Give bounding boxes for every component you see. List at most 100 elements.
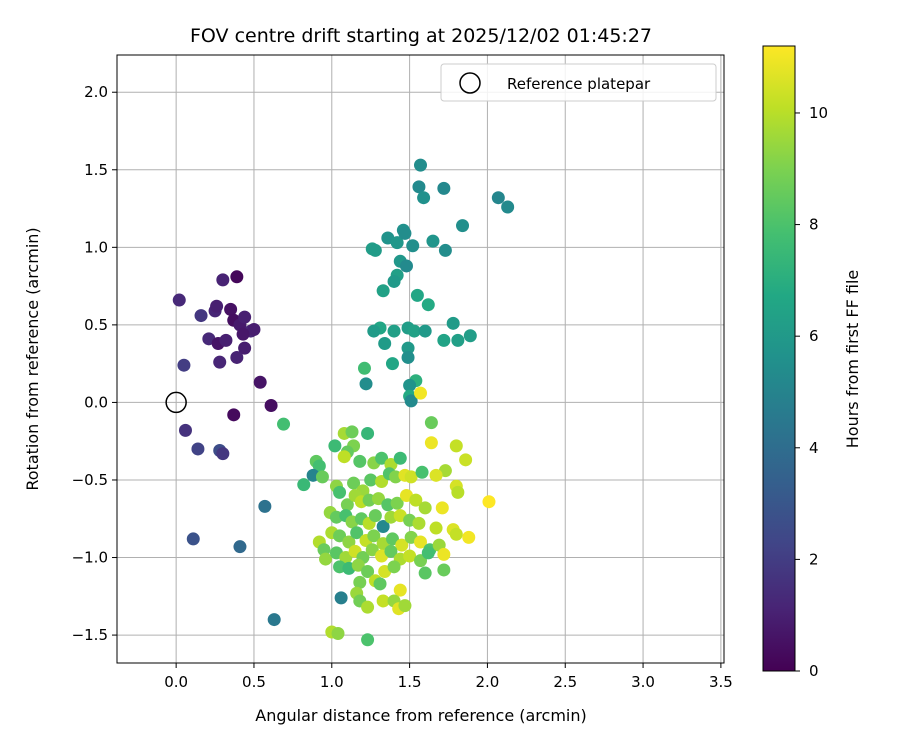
data-point [410,288,424,302]
data-point [462,530,476,544]
data-point [312,459,326,473]
data-point [347,476,361,490]
data-point [219,333,233,347]
data-point [387,274,401,288]
reference-platepar-marker [165,391,187,414]
data-point [403,378,417,392]
grid [117,55,724,663]
data-point [384,544,398,558]
colorbar-label: Hours from first FF file [843,270,862,449]
data-point [340,498,354,512]
colorbar-tick-label: 8 [809,216,819,234]
data-point [334,591,348,605]
x-tick-label: 2.0 [475,673,499,691]
data-point [350,526,364,540]
data-point [451,485,465,499]
data-point [361,564,375,578]
data-point [376,594,390,608]
data-point [328,439,342,453]
data-point [404,470,418,484]
data-point [361,600,375,614]
data-point [351,558,365,572]
y-tick-label: 1.0 [84,238,108,256]
colorbar: 0 2 4 6 8 10 Hours from first FF file [762,45,862,680]
x-tick-label: 0.5 [242,673,266,691]
data-point [418,501,432,515]
data-point [342,535,356,549]
data-point [238,341,252,355]
data-point [378,336,392,350]
data-point [238,310,252,324]
data-point [216,447,230,461]
data-point [463,329,477,343]
colorbar-ticks: 0 2 4 6 8 10 [795,104,828,680]
colorbar-gradient [762,45,796,672]
data-point [404,394,418,408]
data-point [277,417,291,431]
data-point [399,259,413,273]
data-point [371,492,385,506]
data-point [236,327,250,341]
data-point [429,521,443,535]
data-point [319,552,333,566]
data-point [418,566,432,580]
reference-point [165,391,187,414]
data-point [247,323,261,337]
data-point [491,191,505,205]
x-tick-label: 1.5 [398,673,422,691]
data-point [361,633,375,647]
data-points [172,158,515,647]
data-point [426,234,440,248]
data-point [297,478,311,492]
data-point [385,357,399,371]
data-point [390,496,404,510]
data-point [424,416,438,430]
data-point [401,341,415,355]
data-point [264,399,278,413]
data-point [417,191,431,205]
data-point [337,450,351,464]
data-point [315,470,329,484]
y-tick-label: 1.5 [84,161,108,179]
y-tick-label: −0.5 [72,471,108,489]
data-point [224,302,238,316]
colorbar-tick-label: 4 [809,439,819,457]
data-point [230,350,244,364]
data-point [177,358,191,372]
data-point [406,239,420,253]
data-point [213,355,227,369]
data-point [429,468,443,482]
plot-frame [116,54,725,664]
x-tick-label: 1.0 [320,673,344,691]
data-point [210,299,224,313]
data-point [376,284,390,298]
data-point [393,451,407,465]
data-point [375,451,389,465]
data-point [418,324,432,338]
data-point [407,324,421,338]
data-point [446,316,460,330]
data-point [216,273,230,287]
data-point [233,540,247,554]
data-point [227,408,241,422]
data-point [437,563,451,577]
y-axis-label: Rotation from reference (arcmin) [23,227,42,490]
data-point [373,577,387,591]
data-point [385,532,399,546]
data-point [398,599,412,613]
data-point [267,613,281,627]
data-point [258,499,272,513]
data-point [459,453,473,467]
data-point [357,361,371,375]
x-tick-label: 2.5 [553,673,577,691]
data-point [415,465,429,479]
colorbar-tick-label: 0 [809,662,819,680]
data-point [172,293,186,307]
x-tick-label: 0.0 [164,673,188,691]
data-point [339,551,353,565]
data-point [359,377,373,391]
x-axis-label: Angular distance from reference (arcmin) [255,706,586,725]
x-tick-label: 3.0 [631,673,655,691]
colorbar-tick-label: 6 [809,327,819,345]
data-point [345,425,359,439]
